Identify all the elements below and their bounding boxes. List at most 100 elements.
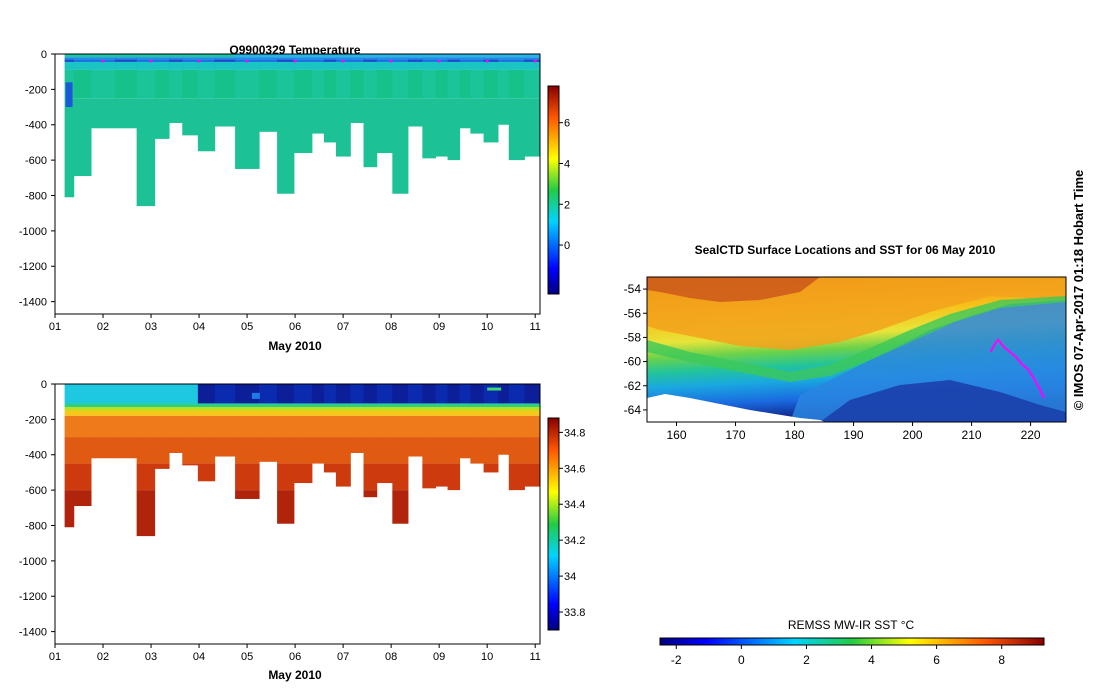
temperature-cell (407, 57, 423, 60)
temperature-cell (497, 69, 510, 99)
temperature-cell (407, 98, 423, 127)
temperature-cell (182, 54, 199, 58)
temperature-x-tick-label: 10 (481, 321, 493, 333)
salinity-cell (422, 437, 437, 464)
salinity-cell (422, 384, 437, 404)
salinity-cell (91, 410, 116, 416)
salinity-cell (524, 384, 540, 404)
salinity-cell (323, 410, 337, 416)
salinity-cell (311, 415, 325, 438)
salinity-cell (259, 410, 278, 416)
temperature-cell (235, 69, 260, 99)
salinity-y-tick-label: -200 (25, 414, 47, 426)
temperature-cell (73, 59, 92, 62)
salinity-cell (350, 403, 365, 407)
temperature-plot-frame (54, 53, 541, 315)
temperature-cell (259, 57, 278, 60)
salinity-cell (447, 463, 461, 491)
sst-colorbar-label: REMSS MW-IR SST °C (788, 618, 915, 632)
sst-colorbar-tick-label: 6 (933, 653, 940, 667)
temperature-cell (392, 98, 409, 194)
salinity-cell (293, 463, 313, 484)
salinity-cell (407, 437, 423, 457)
salinity-cell (524, 415, 540, 438)
salinity-cell (235, 463, 260, 491)
salinity-cell (470, 384, 485, 404)
salinity-cell (169, 384, 183, 404)
temperature-cell (214, 54, 236, 58)
temperature-cell (350, 57, 365, 60)
temperature-cell (169, 69, 183, 99)
seal-track (989, 338, 1045, 399)
salinity-cell (323, 415, 337, 438)
temperature-cell (435, 98, 449, 157)
salinity-cell (154, 463, 170, 469)
salinity-cell (115, 437, 138, 459)
salinity-cell (435, 406, 449, 411)
salinity-cell (293, 415, 313, 438)
salinity-cell (323, 406, 337, 411)
temperature-cell (323, 69, 337, 99)
salinity-cell (350, 410, 365, 416)
temperature-cell (470, 54, 485, 58)
temperature-cell (407, 61, 423, 70)
salinity-x-axis: 01 02 03 04 05 06 07 08 09 10 11 (49, 644, 541, 663)
temperature-cell (470, 98, 485, 134)
temperature-cell (169, 57, 183, 60)
salinity-cell (136, 463, 156, 491)
temperature-cell (154, 69, 170, 99)
sst-map-lon-tick-label: 160 (666, 428, 686, 442)
temperature-cell (136, 54, 156, 58)
salinity-cell (470, 437, 485, 464)
temperature-cell (214, 57, 236, 60)
temperature-cell (73, 61, 92, 70)
temperature-cell (483, 57, 499, 60)
temperature-cell (73, 54, 92, 58)
sst-map-lon-tick-label: 170 (726, 428, 746, 442)
salinity-cell (376, 415, 393, 438)
salinity-cell (497, 410, 510, 416)
temperature-x-tick-label: 09 (433, 321, 445, 333)
temperature-cell (376, 57, 393, 60)
salinity-cell (435, 403, 449, 407)
temperature-cell (483, 61, 499, 70)
temperature-cell (470, 69, 485, 99)
salinity-cell (524, 403, 540, 407)
temperature-cell (65, 82, 73, 108)
salinity-cell (277, 463, 295, 491)
salinity-y-tick-label: -1400 (19, 627, 47, 639)
salinity-cell (136, 490, 156, 537)
salinity-colorbar-tick-label: 34.6 (564, 463, 585, 475)
salinity-cell (169, 403, 183, 407)
sst-colorbar (659, 637, 1045, 646)
temperature-cell (508, 59, 525, 62)
salinity-cell (483, 403, 499, 407)
salinity-cell (169, 415, 183, 438)
sst-map-title: SealCTD Surface Locations and SST for 06… (695, 243, 996, 257)
salinity-cell (422, 463, 437, 489)
temperature-cell (91, 57, 116, 60)
salinity-cell (64, 410, 75, 416)
surface-marker (533, 60, 538, 63)
salinity-cell (154, 410, 170, 416)
temperature-cell (136, 57, 156, 60)
salinity-y-axis: 0 -200 -400 -600 -800 -1000 -1200 -1400 (19, 379, 55, 639)
temperature-cell (524, 59, 540, 62)
temperature-cell (350, 61, 365, 70)
salinity-cell (154, 384, 170, 404)
temperature-cell (182, 98, 199, 136)
salinity-cell (115, 415, 138, 438)
sst-colorbar-tick-label: 0 (738, 653, 745, 667)
salinity-cell (447, 410, 461, 416)
temperature-cell (64, 57, 75, 60)
salinity-cell (182, 463, 199, 466)
temperature-cell (508, 54, 525, 58)
temperature-x-tick-label: 06 (289, 321, 301, 333)
salinity-cell (524, 463, 540, 487)
temperature-cell (91, 54, 116, 58)
temperature-cell (169, 59, 183, 62)
temperature-cell (64, 59, 75, 62)
temperature-cell (197, 54, 216, 58)
salinity-cell (350, 384, 365, 404)
